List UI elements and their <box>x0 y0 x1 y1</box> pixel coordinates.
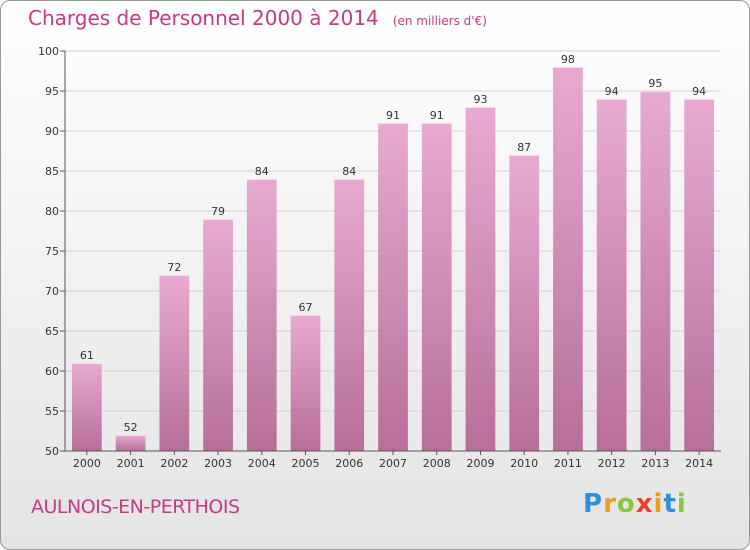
x-tick-label: 2006 <box>335 457 363 470</box>
chart-title-block: Charges de Personnel 2000 à 2014 (en mill… <box>28 6 487 30</box>
bar <box>246 179 277 451</box>
x-tick-label: 2008 <box>423 457 451 470</box>
y-tick-label: 50 <box>45 445 59 458</box>
value-label: 94 <box>692 85 706 98</box>
logo-letter: P <box>583 489 604 519</box>
bar <box>203 219 233 451</box>
x-tick-label: 2013 <box>641 457 669 470</box>
value-label: 93 <box>473 93 487 106</box>
x-tick-label: 2012 <box>598 457 626 470</box>
y-tick-label: 80 <box>45 205 59 218</box>
bars <box>71 67 715 451</box>
bar <box>115 435 146 451</box>
value-label: 52 <box>124 421 138 434</box>
y-tick-label: 75 <box>45 245 59 258</box>
x-tick-label: 2001 <box>117 457 145 470</box>
bar <box>640 91 671 451</box>
value-label: 94 <box>605 85 619 98</box>
value-label: 95 <box>648 77 662 90</box>
value-label: 61 <box>80 349 94 362</box>
commune-name: AULNOIS-EN-PERTHOIS <box>31 496 240 518</box>
y-tick-label: 70 <box>45 285 59 298</box>
y-tick-label: 95 <box>45 85 59 98</box>
bar <box>378 123 408 451</box>
x-tick-label: 2010 <box>510 457 538 470</box>
y-tick-labels: 50 55 60 65 70 75 80 85 90 95 100 <box>38 45 59 458</box>
y-tick-label: 65 <box>45 325 59 338</box>
logo-letter: i <box>676 489 687 519</box>
x-tick-label: 2007 <box>379 457 407 470</box>
bar <box>334 179 365 451</box>
bar <box>290 315 321 451</box>
value-label: 72 <box>167 261 181 274</box>
axes <box>64 51 721 455</box>
value-labels: 61 52 72 79 84 67 84 91 91 93 87 98 94 95 94 <box>80 53 706 434</box>
value-label: 87 <box>517 141 531 154</box>
value-label: 91 <box>386 109 400 122</box>
logo-letter: x <box>635 489 654 519</box>
y-tick-label: 85 <box>45 165 59 178</box>
x-tick-label: 2004 <box>248 457 276 470</box>
logo-letter: r <box>603 489 617 519</box>
bar <box>71 363 102 451</box>
x-tick-label: 2000 <box>73 457 101 470</box>
bar <box>465 107 496 451</box>
x-tick-label: 2003 <box>204 457 232 470</box>
bar <box>553 67 583 451</box>
bar <box>159 275 190 451</box>
bar <box>509 155 540 451</box>
y-tick-label: 60 <box>45 365 59 378</box>
proxiti-logo: Proxiti <box>583 489 687 519</box>
y-tick-label: 100 <box>38 45 59 58</box>
value-label: 84 <box>342 165 356 178</box>
logo-letter: o <box>616 489 636 519</box>
value-label: 98 <box>561 53 575 66</box>
value-label: 79 <box>211 205 225 218</box>
bar <box>596 99 627 451</box>
logo-letter: t <box>663 489 677 519</box>
bar <box>684 99 715 451</box>
x-tick-label: 2014 <box>685 457 713 470</box>
value-label: 67 <box>299 301 313 314</box>
value-label: 84 <box>255 165 269 178</box>
chart-unit-note: (en milliers d'€) <box>392 14 487 28</box>
x-tick-label: 2002 <box>160 457 188 470</box>
y-tick-label: 90 <box>45 125 59 138</box>
logo-letter: i <box>653 489 664 519</box>
x-tick-labels: 2000 2001 2002 2003 2004 2005 2006 2007 2008 2009… <box>73 457 713 470</box>
bar <box>421 123 452 451</box>
x-tick-label: 2011 <box>554 457 582 470</box>
x-tick-label: 2009 <box>466 457 494 470</box>
value-label: 91 <box>430 109 444 122</box>
y-tick-label: 55 <box>45 405 59 418</box>
x-tick-label: 2005 <box>292 457 320 470</box>
chart-title: Charges de Personnel 2000 à 2014 <box>28 6 379 30</box>
